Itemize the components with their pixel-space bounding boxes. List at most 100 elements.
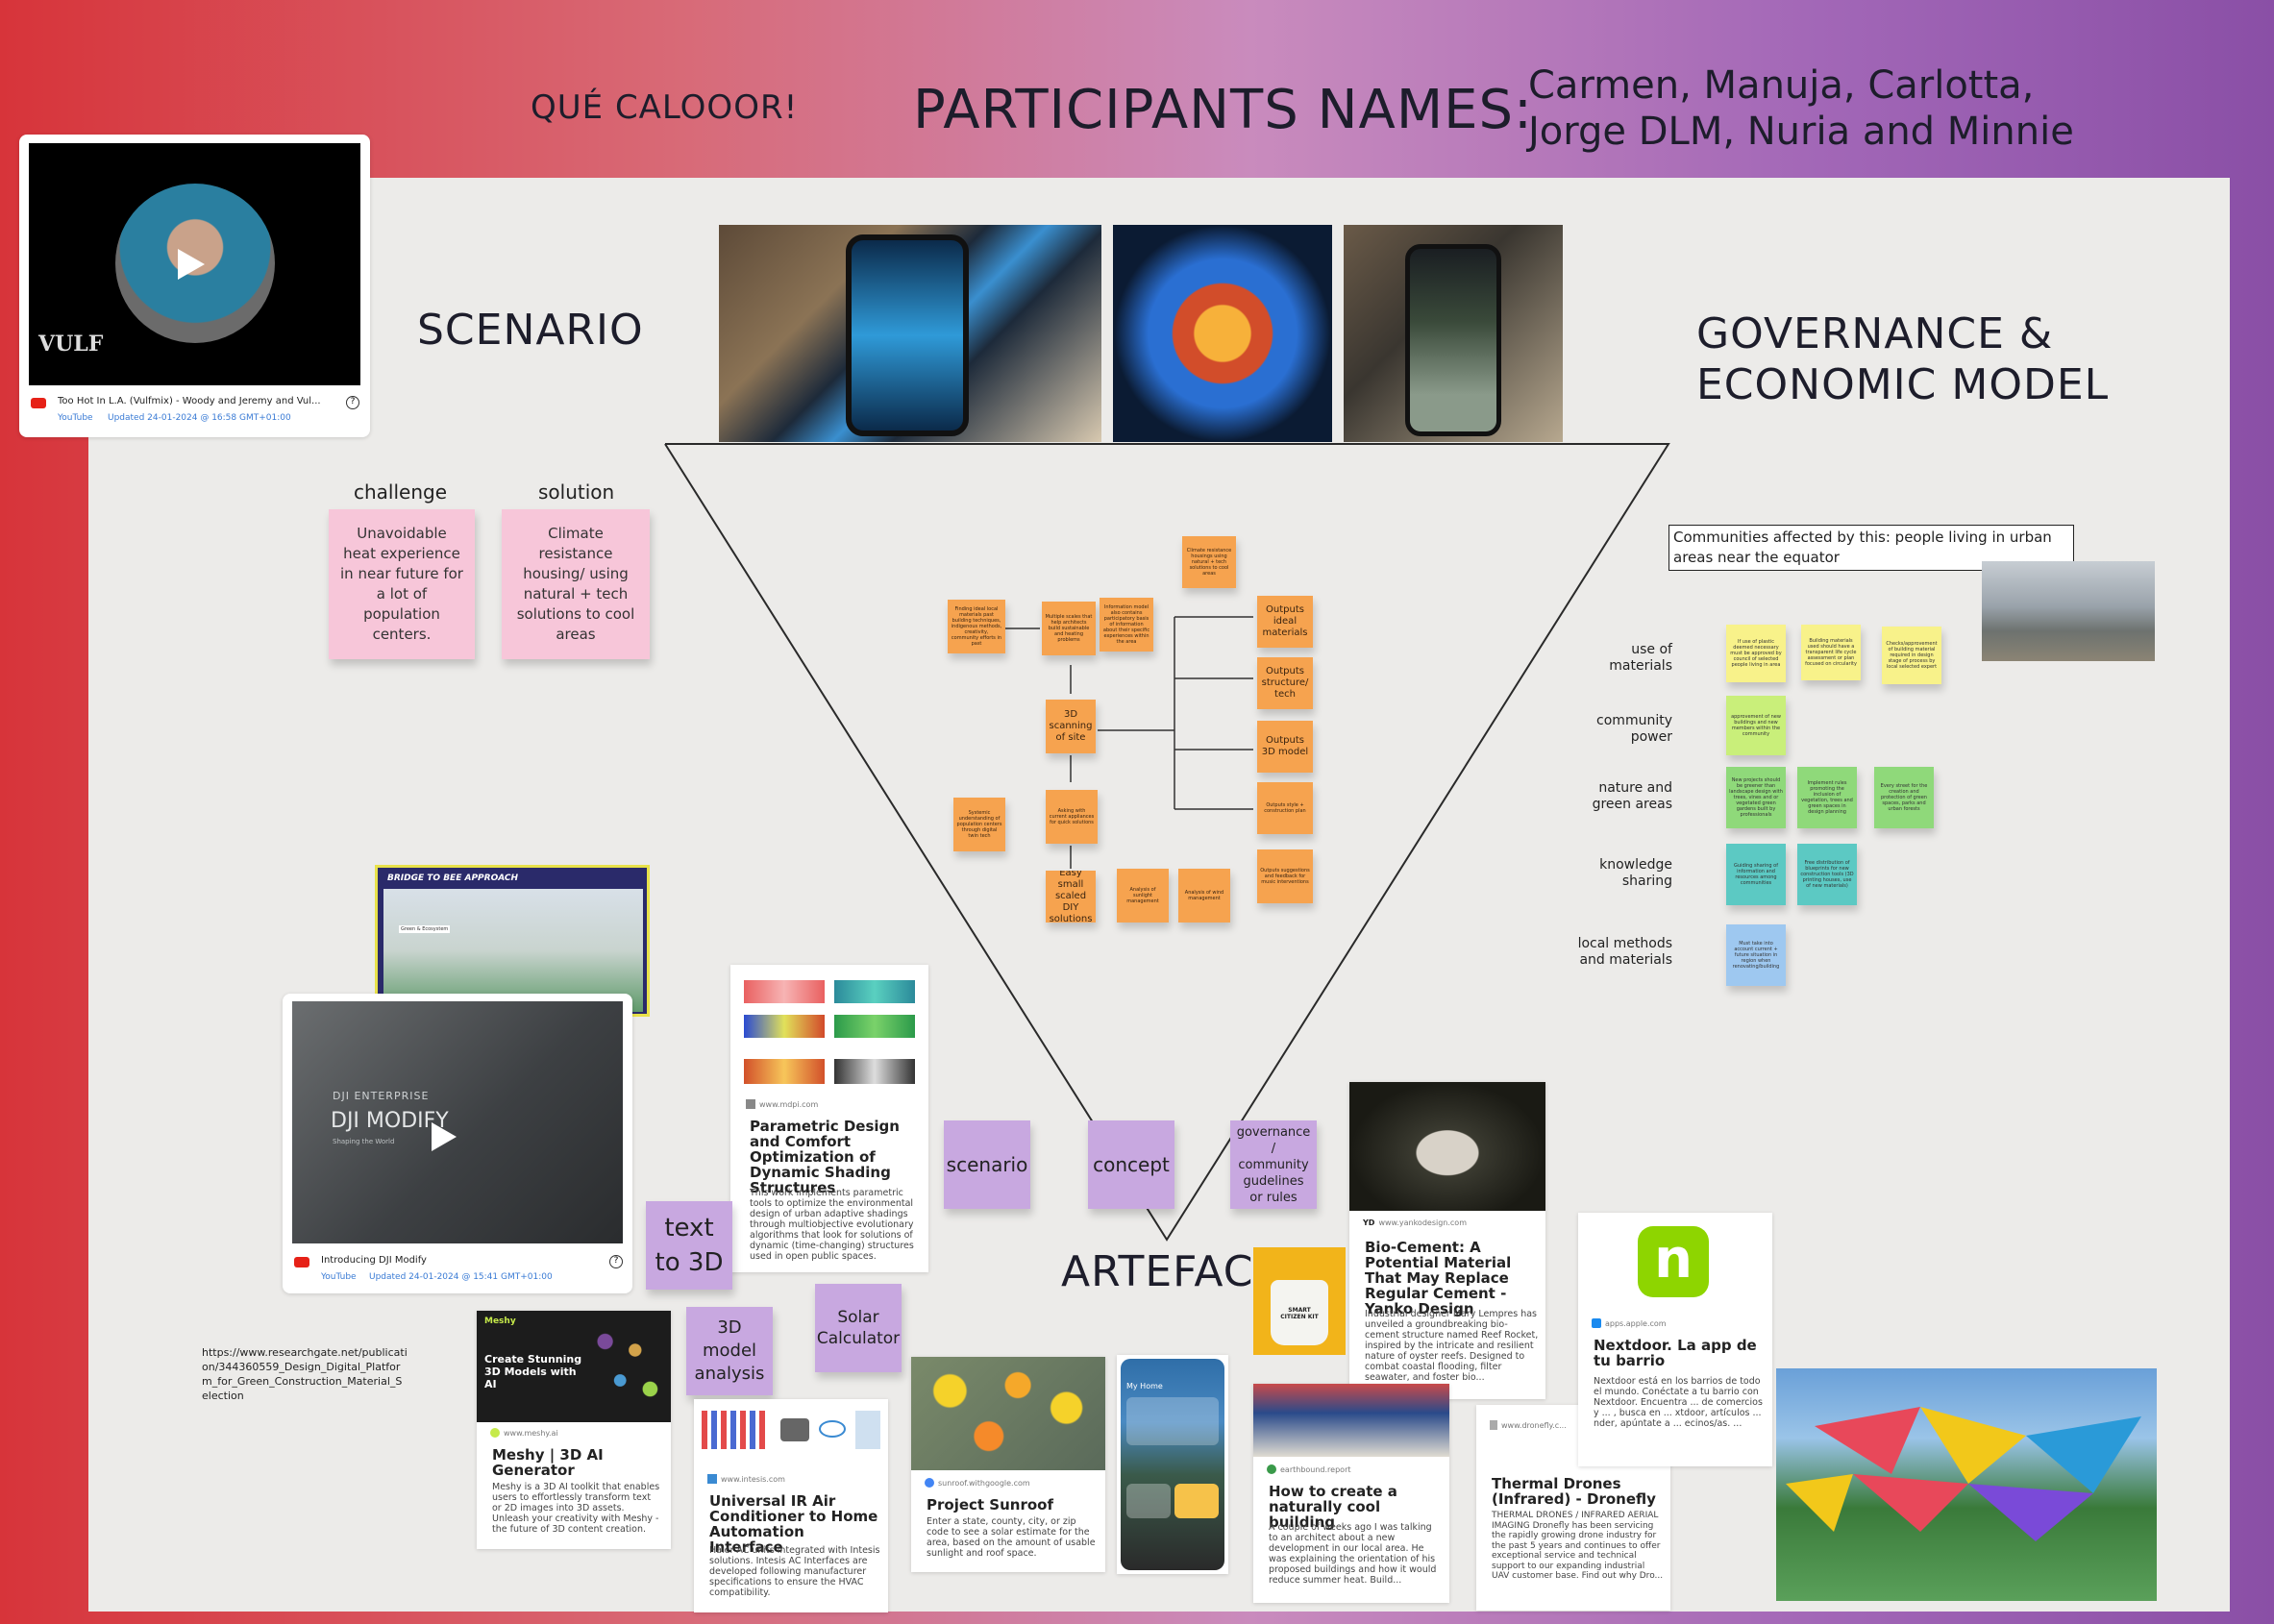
row-label-nature: nature and green areas xyxy=(1592,780,1672,812)
dji-product: DJI MODIFY xyxy=(331,1109,449,1133)
flow-3d-scanning[interactable]: 3D scanning of site xyxy=(1046,700,1096,753)
participants-line1: Carmen, Manuja, Carlotta, xyxy=(1528,63,2035,108)
communities-textbox[interactable]: Communities affected by this: people liv… xyxy=(1668,525,2074,571)
challenge-note[interactable]: Unavoidable heat experience in near futu… xyxy=(329,509,475,659)
flow-note-scales[interactable]: Multiple scales that help architects bui… xyxy=(1042,602,1096,655)
note-materials-3[interactable]: Checks/approvement of building material … xyxy=(1882,627,1941,684)
intesis-site: www.intesis.com xyxy=(721,1474,785,1484)
meshy-favicon xyxy=(490,1428,500,1438)
meshy-source: www.meshy.ai xyxy=(490,1428,558,1438)
research-url-text[interactable]: https://www.researchgate.net/publication… xyxy=(202,1346,408,1402)
sunroof-aerial-image xyxy=(911,1357,1105,1470)
play-icon-dji[interactable] xyxy=(432,1122,457,1151)
sunroof-site: sunroof.withgoogle.com xyxy=(938,1478,1030,1488)
image-bridge-approach[interactable]: BRIDGE TO BEE APPROACH Green & Ecosystem xyxy=(375,865,650,1017)
image-city-skyline[interactable] xyxy=(1982,561,2155,661)
participants-label: PARTICIPANTS NAMES: xyxy=(913,79,1533,141)
sunroof-favicon xyxy=(925,1478,934,1488)
video-title-dji[interactable]: Introducing DJI Modify xyxy=(321,1255,427,1266)
dji-brand: DJI ENTERPRISE xyxy=(333,1090,430,1102)
flow-asking[interactable]: Asking with current appliances for quick… xyxy=(1046,790,1098,844)
note-governance-rules[interactable]: governance / community gudelines or rule… xyxy=(1230,1120,1317,1209)
image-shade-sails[interactable] xyxy=(1776,1368,2157,1601)
meshy-model-grid xyxy=(590,1324,665,1411)
play-icon[interactable] xyxy=(178,249,205,280)
governance-title-line2: ECONOMIC MODEL xyxy=(1696,360,2110,409)
flow-note-climate[interactable]: Climate resistance housings using natura… xyxy=(1182,536,1236,588)
note-materials-1[interactable]: If use of plastic deemed necessary must … xyxy=(1726,625,1786,682)
note-community-1[interactable]: approvement of new buildings and new mem… xyxy=(1726,696,1786,755)
nextdoor-title[interactable]: Nextdoor. La app de tu barrio xyxy=(1594,1337,1757,1369)
bridge-title: BRIDGE TO BEE APPROACH xyxy=(387,874,519,883)
meshy-banner: Meshy Create Stunning 3D Models with AI xyxy=(477,1311,671,1422)
flow-out-3d-model[interactable]: Outputs 3D model xyxy=(1257,721,1313,773)
flow-out-structure[interactable]: Outputs structure/ tech xyxy=(1257,657,1313,709)
flow-note-info-model[interactable]: Information model also contains particip… xyxy=(1100,598,1153,652)
note-knowledge-2[interactable]: Free distribution of blueprints for new … xyxy=(1797,844,1857,905)
earthbound-favicon xyxy=(1267,1464,1276,1474)
flow-out-style[interactable]: Outputs style + construction plan xyxy=(1257,782,1313,834)
meshy-logo: Meshy xyxy=(484,1316,516,1326)
flow-systemic[interactable]: Systemic understanding of population cen… xyxy=(953,798,1005,851)
card-mdpi[interactable]: www.mdpi.com Parametric Design and Comfo… xyxy=(730,965,928,1272)
flow-sunlight[interactable]: Analysis of sunlight management xyxy=(1117,869,1169,923)
note-nature-3[interactable]: Every street for the creation and protec… xyxy=(1874,767,1934,828)
sunroof-title[interactable]: Project Sunroof xyxy=(927,1496,1053,1513)
dronefly-title[interactable]: Thermal Drones (Infrared) - Dronefly xyxy=(1492,1475,1656,1508)
dronefly-site: www.dronefly.c... xyxy=(1501,1420,1567,1430)
flow-wind[interactable]: Analysis of wind management xyxy=(1178,869,1230,923)
video-thumbnail[interactable]: VULF xyxy=(29,143,360,385)
card-intesis[interactable]: www.intesis.com Universal IR Air Conditi… xyxy=(694,1399,888,1612)
home-app-header: My Home xyxy=(1126,1382,1163,1390)
mdpi-title[interactable]: Parametric Design and Comfort Optimizati… xyxy=(750,1118,900,1196)
yanko-site: www.yankodesign.com xyxy=(1378,1218,1467,1227)
mdpi-favicon xyxy=(746,1099,755,1109)
note-local-1[interactable]: Must take into account current + future … xyxy=(1726,924,1786,986)
card-earthbound[interactable]: earthbound.report How to create a natura… xyxy=(1253,1384,1449,1603)
card-home-app[interactable]: My Home xyxy=(1117,1355,1228,1574)
image-house-heatmap[interactable] xyxy=(1113,225,1332,442)
video-updated-dji: Updated 24-01-2024 @ 15:41 GMT+01:00 xyxy=(369,1272,553,1282)
note-nature-2[interactable]: Implement rules promoting the inclusion … xyxy=(1797,767,1857,828)
home-app-screen: My Home xyxy=(1121,1359,1224,1570)
flow-note-materials[interactable]: Finding ideal local materials past build… xyxy=(948,600,1005,653)
note-scenario[interactable]: scenario xyxy=(944,1120,1030,1209)
note-concept[interactable]: concept xyxy=(1088,1120,1174,1209)
earthbound-desc: A couple of weeks ago I was talking to a… xyxy=(1269,1522,1437,1586)
note-knowledge-1[interactable]: Guiding sharing of information and resou… xyxy=(1726,844,1786,905)
intesis-title[interactable]: Universal IR Air Conditioner to Home Aut… xyxy=(709,1492,878,1556)
bridge-scene xyxy=(383,889,643,1012)
video-thumbnail-dji[interactable]: DJI ENTERPRISE DJI MODIFY Shaping the Wo… xyxy=(292,1001,623,1243)
note-solar-calculator[interactable]: Solar Calculator xyxy=(815,1284,902,1372)
image-smart-citizen-kit[interactable]: SMART CITIZEN KIT xyxy=(1253,1247,1346,1355)
nextdoor-logo: n xyxy=(1654,1228,1693,1291)
kit-bag xyxy=(1271,1280,1328,1345)
card-yanko[interactable]: YD www.yankodesign.com Bio-Cement: A Pot… xyxy=(1349,1082,1545,1399)
help-icon[interactable]: ? xyxy=(346,396,359,409)
intesis-source: www.intesis.com xyxy=(707,1474,785,1484)
video-title[interactable]: Too Hot In L.A. (Vulfmix) - Woody and Je… xyxy=(58,396,321,406)
help-icon-dji[interactable]: ? xyxy=(609,1255,623,1268)
note-3d-model-analysis[interactable]: 3D model analysis xyxy=(686,1307,773,1395)
youtube-icon-dji xyxy=(294,1257,309,1267)
earthbound-title[interactable]: How to create a naturally cool building xyxy=(1269,1483,1397,1531)
flow-out-suggestions[interactable]: Outputs suggestions and feedback for mus… xyxy=(1257,849,1313,903)
image-phone-app[interactable] xyxy=(1344,225,1563,442)
dronefly-source: www.dronefly.c... xyxy=(1490,1420,1567,1430)
card-sunroof[interactable]: sunroof.withgoogle.com Project Sunroof E… xyxy=(911,1357,1105,1572)
video-card-vulfmix[interactable]: VULF Too Hot In L.A. (Vulfmix) - Woody a… xyxy=(19,135,370,437)
yanko-title[interactable]: Bio-Cement: A Potential Material That Ma… xyxy=(1365,1239,1512,1317)
video-card-dji[interactable]: DJI ENTERPRISE DJI MODIFY Shaping the Wo… xyxy=(283,994,632,1293)
card-meshy[interactable]: Meshy Create Stunning 3D Models with AI … xyxy=(477,1311,671,1549)
meshy-title[interactable]: Meshy | 3D AI Generator xyxy=(492,1446,604,1479)
note-text-to-3d[interactable]: text to 3D xyxy=(646,1201,732,1290)
image-phone-home-ar[interactable] xyxy=(719,225,1101,442)
flow-easy-diy[interactable]: Easy small scaled DIY solutions xyxy=(1046,871,1096,923)
solution-note[interactable]: Climate resistance housing/ using natura… xyxy=(502,509,650,659)
flow-out-materials[interactable]: Outputs ideal materials xyxy=(1257,596,1313,648)
note-materials-2[interactable]: Building materials used should have a tr… xyxy=(1801,625,1861,680)
card-nextdoor[interactable]: n apps.apple.com Nextdoor. La app de tu … xyxy=(1578,1213,1772,1466)
intesis-favicon xyxy=(707,1474,717,1484)
note-nature-1[interactable]: New projects should be greener than land… xyxy=(1726,767,1786,828)
